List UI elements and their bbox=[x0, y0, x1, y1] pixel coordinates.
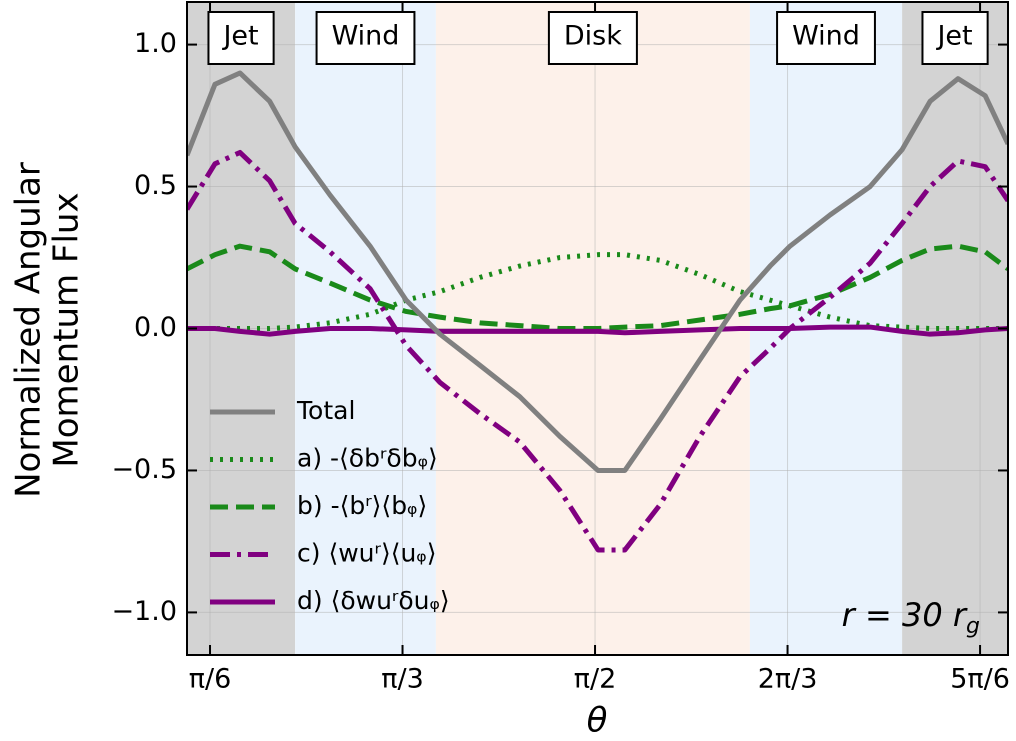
x-tick-label: 5π/6 bbox=[950, 664, 1010, 695]
region-label-box bbox=[776, 11, 876, 65]
y-axis-label: Normalized Angular bbox=[9, 162, 49, 498]
series-line bbox=[187, 70, 1008, 473]
y-tick-label: 0.5 bbox=[134, 170, 177, 201]
legend-label: a) -⟨δbʳδbᵩ⟩ bbox=[297, 444, 438, 473]
y-tick-label: 1.0 bbox=[134, 28, 177, 59]
region-label: Jet bbox=[935, 21, 972, 52]
x-tick-label: 2π/3 bbox=[758, 664, 818, 695]
region-label: Wind bbox=[792, 21, 860, 52]
series-line bbox=[187, 243, 1008, 331]
region-label: Disk bbox=[564, 21, 622, 52]
y-axis-label: Momentum Flux bbox=[47, 192, 87, 467]
region-label-box bbox=[547, 11, 638, 65]
region-label-box bbox=[921, 11, 989, 65]
y-tick-label: 0.0 bbox=[134, 312, 177, 343]
legend-label: c) ⟨wuʳ⟩⟨uᵩ⟩ bbox=[297, 539, 436, 568]
x-axis-label: θ bbox=[587, 701, 608, 741]
region-label: Wind bbox=[332, 21, 400, 52]
annotation-subscript: g bbox=[966, 614, 980, 639]
legend-label: Total bbox=[296, 396, 355, 425]
series-line bbox=[187, 252, 1008, 331]
x-tick-label: π/3 bbox=[381, 664, 424, 695]
y-tick-label: −1.0 bbox=[111, 596, 177, 627]
region-label-box bbox=[207, 11, 275, 65]
x-tick-label: π/6 bbox=[189, 664, 232, 695]
region-label: Jet bbox=[221, 21, 258, 52]
series-line bbox=[187, 149, 1008, 553]
legend-label: b) -⟨bʳ⟩⟨bᵩ⟩ bbox=[297, 491, 427, 520]
region-label-box bbox=[315, 11, 416, 65]
x-tick-label: π/2 bbox=[574, 664, 617, 695]
annotation: r = 30 rg bbox=[842, 596, 980, 639]
legend-label: d) ⟨δwuʳδuᵩ⟩ bbox=[297, 586, 450, 615]
y-tick-label: −0.5 bbox=[111, 454, 177, 485]
series-line bbox=[187, 324, 1008, 337]
annotation-text: r = 30 r bbox=[842, 596, 968, 634]
